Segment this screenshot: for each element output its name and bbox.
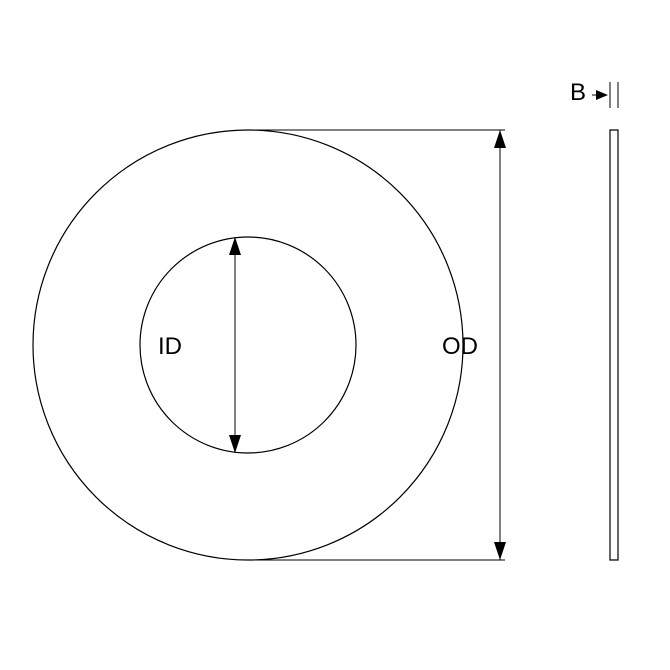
od-label: OD <box>442 333 478 360</box>
od-arrow-top <box>494 130 506 148</box>
b-label: B <box>570 79 586 106</box>
id-arrow-bottom <box>229 435 241 453</box>
od-arrow-bottom <box>494 542 506 560</box>
id-arrow-top <box>229 237 241 255</box>
b-arrow-icon <box>596 90 608 100</box>
washer-outer-circle <box>33 130 463 560</box>
washer-technical-drawing: OD ID B <box>0 0 670 670</box>
washer-edge-view <box>610 130 618 560</box>
id-label: ID <box>158 333 182 360</box>
